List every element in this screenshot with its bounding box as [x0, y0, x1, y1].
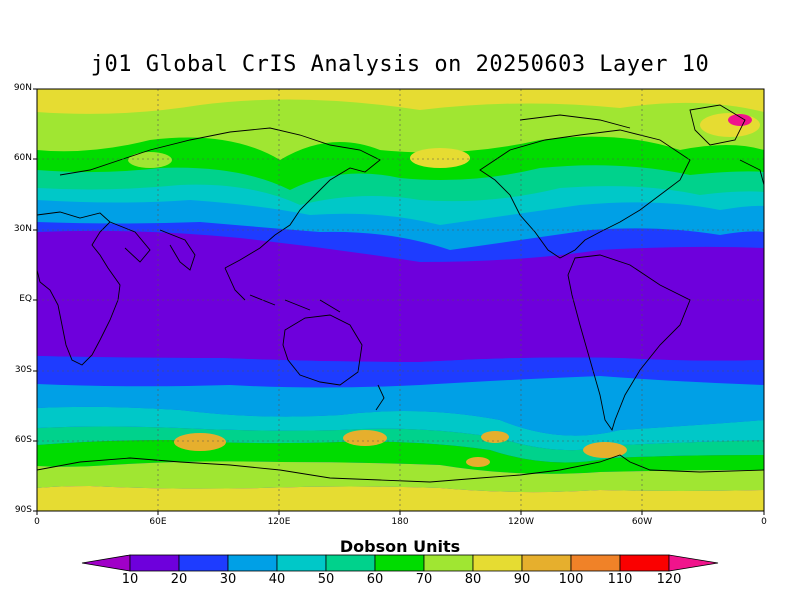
x-tick-120e: 120E	[267, 517, 291, 527]
colorbar-label-20: 20	[170, 572, 188, 587]
ozone-band-south-50	[37, 406, 764, 451]
y-tick-30s: 30S	[14, 365, 32, 375]
x-tick-60e: 60E	[149, 517, 167, 527]
ozone-max-south-2	[343, 430, 387, 446]
y-tick-60s: 60S	[14, 435, 32, 445]
ozone-max-south-1	[174, 433, 226, 451]
colorbar-label-90: 90	[513, 572, 531, 587]
colorbar-label-70: 70	[415, 572, 433, 587]
coast-south-asia	[109, 221, 196, 271]
colorbar-label-120: 120	[656, 572, 682, 587]
coast-antarctica	[36, 454, 765, 483]
coast-australia	[282, 314, 363, 386]
colorbar	[81, 554, 719, 572]
ozone-band-south-90	[37, 486, 764, 511]
ozone-band-south-40	[37, 376, 764, 436]
colorbar-label-110: 110	[607, 572, 633, 587]
coast-africa-europe	[36, 211, 121, 366]
colorbar-low-arrow	[81, 554, 131, 572]
ozone-max-north-2	[700, 113, 760, 137]
axis-ticks	[33, 88, 765, 515]
y-tick-eq: EQ	[19, 294, 32, 304]
y-tick-60n: 60N	[13, 153, 32, 163]
ozone-max-north-1	[410, 148, 470, 168]
coastlines	[36, 104, 765, 483]
ozone-max-south-5	[466, 457, 490, 467]
coast-arctic-islands	[519, 114, 765, 186]
colorbar-label-100: 100	[558, 572, 584, 587]
colorbar-label-10: 10	[121, 572, 139, 587]
ozone-max-south-4	[583, 442, 627, 458]
graticule	[37, 89, 764, 511]
ozone-band-south-60	[37, 426, 764, 463]
x-tick-60w: 60W	[631, 517, 653, 527]
coast-greenland	[689, 104, 746, 146]
x-tick-120w: 120W	[507, 517, 535, 527]
colorbar-label-60: 60	[366, 572, 384, 587]
coast-south-america	[567, 254, 691, 432]
colorbar-label-30: 30	[219, 572, 237, 587]
x-tick-0: 0	[34, 517, 40, 527]
x-tick-180: 180	[391, 517, 409, 527]
x-tick-0-end: 0	[761, 517, 767, 527]
colorbar-label-50: 50	[317, 572, 335, 587]
ozone-max-north-3	[128, 152, 172, 168]
ozone-field	[37, 89, 764, 511]
ozone-max-north-4	[728, 114, 752, 126]
coast-north-america	[479, 129, 691, 259]
ozone-band-south-80	[37, 461, 764, 493]
colorbar-label-40: 40	[268, 572, 286, 587]
ozone-band-south-30	[37, 356, 764, 388]
y-tick-30n: 30N	[13, 224, 32, 234]
ozone-max-south-3	[481, 431, 509, 443]
colorbar-title: Dobson Units	[339, 537, 461, 556]
coast-asia-north	[59, 127, 381, 269]
map-title: j01 Global CrIS Analysis on 20250603 Lay…	[90, 52, 710, 77]
ozone-band-tropics-20	[37, 230, 764, 362]
colorbar-high-arrow	[668, 554, 719, 572]
coast-new-zealand	[375, 384, 385, 411]
colorbar-label-80: 80	[464, 572, 482, 587]
y-tick-90s: 90S	[14, 505, 32, 515]
y-tick-90n: 90N	[13, 83, 32, 93]
